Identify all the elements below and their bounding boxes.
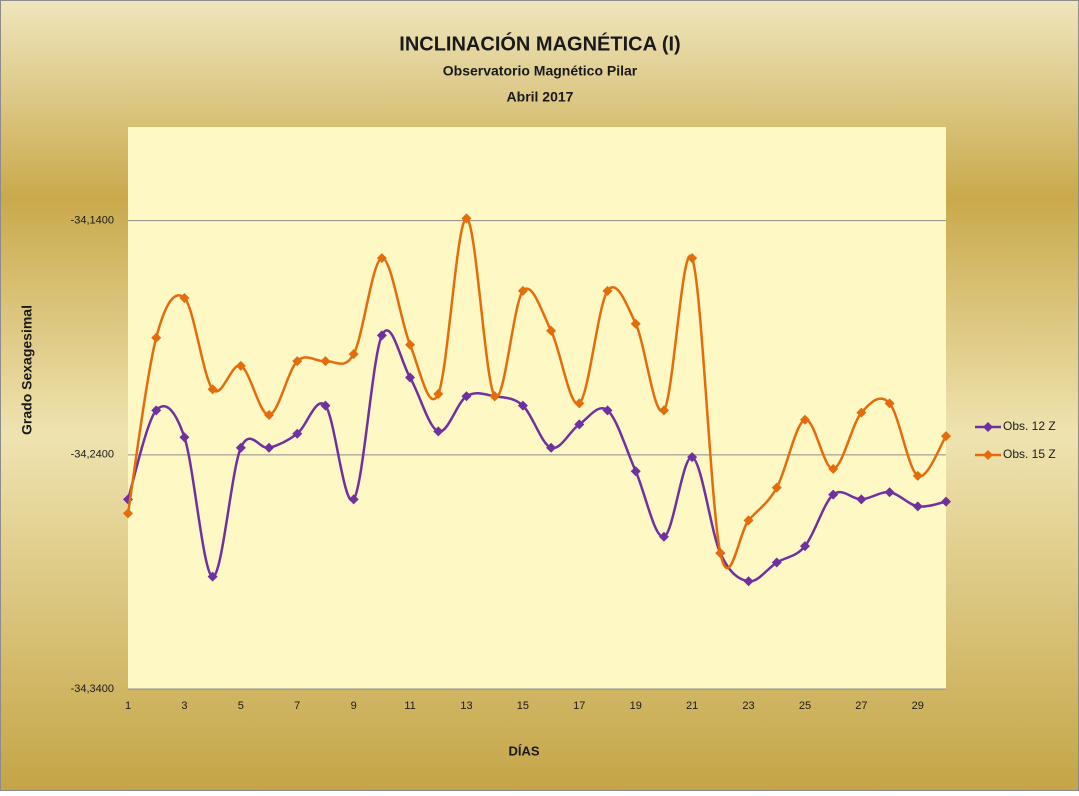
x-tick-label: 5: [238, 700, 244, 712]
point: [433, 388, 444, 399]
legend-label: Obs. 12 Z: [1003, 419, 1056, 433]
point: [546, 442, 557, 453]
point: [941, 496, 951, 507]
plot-area: [128, 127, 946, 689]
point: [376, 330, 387, 341]
series-line: [126, 329, 947, 583]
x-tick-label: 27: [855, 700, 867, 712]
x-tick-label: 25: [799, 700, 811, 712]
legend-marker: [983, 422, 993, 432]
point: [264, 442, 275, 453]
x-tick-label: 29: [912, 700, 924, 712]
point: [292, 356, 303, 367]
y-axis-title: Grado Sexagesimal: [19, 305, 35, 435]
legend-marker: [983, 450, 993, 460]
point: [179, 292, 190, 303]
point: [320, 356, 331, 367]
point: [461, 213, 472, 224]
point: [771, 482, 782, 493]
x-tick-label: 15: [517, 700, 529, 712]
point: [517, 400, 528, 411]
point: [123, 508, 133, 519]
x-tick-label: 23: [742, 700, 754, 712]
x-tick-label: 19: [630, 700, 642, 712]
point: [405, 372, 416, 383]
point: [799, 541, 810, 552]
x-tick-label: 7: [294, 700, 300, 712]
point: [630, 466, 641, 477]
point: [320, 400, 331, 411]
point: [151, 405, 162, 416]
x-tick-label: 21: [686, 700, 698, 712]
point: [376, 253, 387, 264]
point: [207, 571, 218, 582]
point: [630, 318, 641, 329]
point: [884, 487, 895, 498]
chart-subtitle: Abril 2017: [507, 89, 574, 105]
point: [941, 431, 951, 442]
point: [828, 489, 839, 500]
point: [235, 360, 246, 371]
y-tick-label: -34,1400: [71, 215, 114, 227]
chart-title: INCLINACIÓN MAGNÉTICA (I): [399, 31, 680, 55]
point: [517, 285, 528, 296]
point: [207, 384, 218, 395]
point: [574, 398, 585, 409]
x-tick-label: 9: [351, 700, 357, 712]
point: [799, 414, 810, 425]
point: [405, 339, 416, 350]
point: [658, 531, 669, 542]
point: [884, 398, 895, 409]
point: [489, 391, 500, 402]
point: [433, 426, 444, 437]
point: [771, 557, 782, 568]
x-axis-title: DÍAS: [508, 743, 539, 758]
point: [743, 576, 754, 587]
y-tick-label: -34,2400: [71, 449, 114, 461]
point: [828, 463, 839, 474]
point: [602, 285, 613, 296]
point: [687, 452, 698, 463]
x-tick-label: 11: [404, 700, 415, 712]
point: [264, 410, 275, 421]
point: [348, 349, 359, 360]
point: [602, 405, 613, 416]
point: [179, 432, 190, 443]
point: [856, 407, 867, 418]
x-tick-label: 13: [460, 700, 472, 712]
point: [292, 428, 303, 439]
point: [912, 470, 923, 481]
point: [743, 515, 754, 526]
point: [658, 405, 669, 416]
y-tick-label: -34,3400: [71, 683, 114, 695]
chart-subtitle: Observatorio Magnético Pilar: [443, 63, 638, 79]
point: [461, 391, 472, 402]
x-tick-label: 17: [573, 700, 585, 712]
point: [235, 442, 246, 453]
point: [687, 253, 698, 264]
point: [348, 494, 359, 505]
point: [715, 548, 726, 559]
point: [546, 325, 557, 336]
point: [856, 494, 867, 505]
x-tick-label: 1: [125, 700, 131, 712]
legend-label: Obs. 15 Z: [1003, 447, 1056, 461]
x-tick-label: 3: [181, 700, 187, 712]
point: [151, 332, 162, 343]
point: [574, 419, 585, 430]
point: [912, 501, 923, 512]
